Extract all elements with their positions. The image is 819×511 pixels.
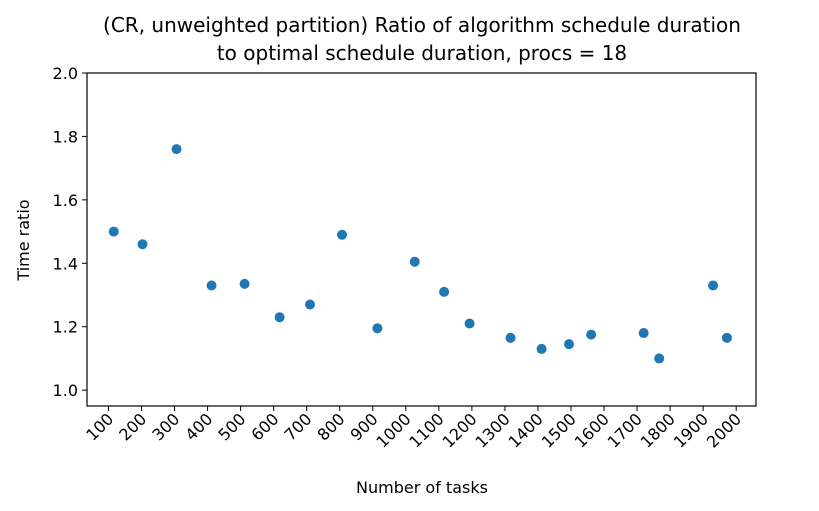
y-tick-label: 1.2	[53, 318, 78, 337]
data-point	[409, 256, 420, 267]
data-point	[638, 328, 649, 339]
x-tick-label: 500	[214, 409, 249, 444]
y-tick-label: 1.0	[53, 381, 78, 400]
data-point	[708, 280, 719, 291]
y-axis: 1.0 1.2 1.4 1.6 1.8 2.0	[53, 64, 87, 400]
x-tick-label: 1500	[538, 409, 580, 451]
y-axis-label: Time ratio	[14, 199, 33, 281]
x-tick-label: 1300	[472, 409, 514, 451]
data-point	[654, 353, 665, 364]
x-tick-label: 100	[82, 409, 117, 444]
x-tick-label: 400	[181, 409, 216, 444]
data-point	[564, 339, 575, 350]
x-tick-label: 700	[280, 409, 315, 444]
data-point	[305, 299, 315, 310]
chart-title-line-2: to optimal schedule duration, procs = 18	[217, 41, 627, 65]
y-tick-label: 1.4	[53, 254, 78, 273]
x-tick-label: 2000	[703, 409, 745, 451]
data-point	[206, 280, 217, 291]
x-tick-label: 600	[247, 409, 282, 444]
x-tick-label: 1700	[604, 409, 646, 451]
data-point	[586, 329, 597, 340]
data-point	[372, 323, 383, 334]
x-axis: 1002003004005006007008009001000110012001…	[82, 406, 745, 452]
y-tick-label: 2.0	[53, 64, 78, 83]
x-tick-label: 1900	[670, 409, 712, 451]
data-point	[239, 278, 250, 289]
y-tick-label: 1.8	[53, 127, 78, 146]
x-tick-label: 800	[314, 409, 349, 444]
data-point	[536, 343, 547, 354]
x-tick-label: 300	[148, 409, 183, 444]
data-point	[464, 318, 475, 329]
chart-title-line-1: (CR, unweighted partition) Ratio of algo…	[103, 13, 741, 37]
data-point	[137, 239, 148, 250]
plot-area	[86, 72, 757, 407]
data-point	[439, 286, 450, 297]
x-tick-label: 1200	[438, 409, 480, 451]
y-tick-label: 1.6	[53, 191, 78, 210]
data-point	[505, 332, 516, 343]
data-points	[108, 144, 732, 364]
data-point	[721, 332, 732, 343]
data-point	[171, 144, 182, 155]
data-point	[337, 229, 348, 240]
x-axis-label: Number of tasks	[356, 478, 488, 497]
data-point	[108, 226, 119, 237]
x-tick-label: 1100	[405, 409, 447, 451]
x-tick-label: 1000	[372, 409, 414, 451]
data-point	[274, 312, 285, 323]
x-tick-label: 200	[115, 409, 150, 444]
x-tick-label: 1400	[505, 409, 547, 451]
x-tick-label: 1600	[571, 409, 613, 451]
x-tick-label: 1800	[637, 409, 679, 451]
